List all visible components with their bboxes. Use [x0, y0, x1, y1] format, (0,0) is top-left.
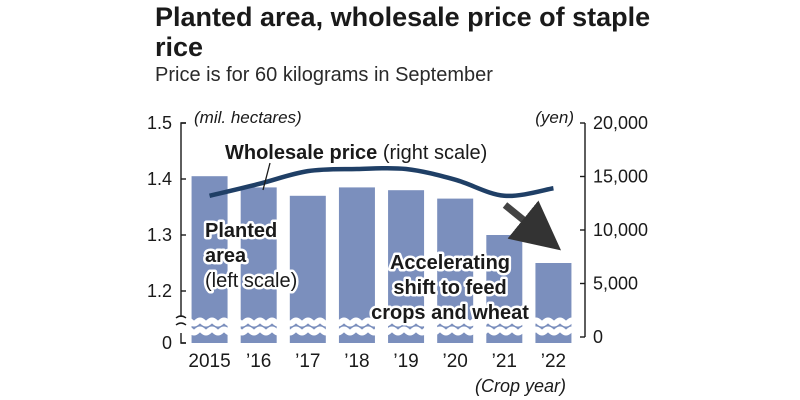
shift-annotation-line2: shift to feed: [393, 277, 506, 299]
left-tick-label: 1.3: [147, 225, 172, 245]
left-tick-label: 1.4: [147, 169, 172, 189]
x-tick-label: ’21: [492, 351, 517, 372]
price-series-label-scale: (right scale): [377, 142, 487, 164]
left-axis-line: [180, 122, 186, 317]
chart-title: Planted area, wholesale price of staple …: [155, 2, 651, 62]
shift-annotation-line3: crops and wheat: [371, 302, 529, 324]
left-tick-label: 1.5: [147, 113, 172, 133]
axis-break-wave-top: [182, 317, 584, 327]
left-axis-line-lower: [180, 333, 186, 344]
price-leader-line: [262, 162, 271, 191]
x-tick-label: ’17: [295, 351, 320, 372]
left-tick-label: 1.2: [147, 281, 172, 301]
left-axis-break-icon: [175, 315, 187, 326]
price-series-label-bold: Wholesale price: [225, 142, 377, 164]
area-series-label-line2: area: [205, 245, 247, 267]
chart-subtitle: Price is for 60 kilograms in September: [155, 64, 493, 86]
x-tick-label: ’19: [393, 351, 418, 372]
wholesale-price-line: [209, 165, 554, 199]
area-series-label-line3: (left scale): [205, 270, 297, 292]
x-tick-label: 2015: [188, 351, 230, 372]
axis-break-wave-bottom: [182, 326, 584, 336]
area-series-label-line1: Planted: [205, 220, 277, 242]
x-tick-label: ’16: [246, 351, 271, 372]
trend-arrow: [502, 200, 562, 251]
right-axis-unit: (yen): [535, 108, 574, 127]
x-tick-label: ’22: [541, 351, 566, 372]
x-tick-label: ’18: [344, 351, 369, 372]
x-tick-label: ’20: [443, 351, 468, 372]
left-axis-unit: (mil. hectares): [194, 108, 302, 127]
right-tick-label: 5,000: [593, 274, 638, 294]
bar-19: [388, 190, 425, 343]
right-tick-label: 0: [593, 327, 603, 347]
shift-annotation-line1: Accelerating: [390, 252, 510, 274]
right-tick-label: 10,000: [593, 220, 648, 240]
right-tick-label: 15,000: [593, 167, 648, 187]
bar-2015: [191, 176, 228, 343]
left-tick-label: 0: [162, 333, 172, 353]
right-tick-label: 20,000: [593, 113, 648, 133]
bar-16: [240, 187, 277, 343]
x-axis-label: (Crop year): [475, 376, 566, 396]
price-series-label: Wholesale price (right scale): [225, 142, 487, 164]
bar-18: [338, 187, 375, 343]
